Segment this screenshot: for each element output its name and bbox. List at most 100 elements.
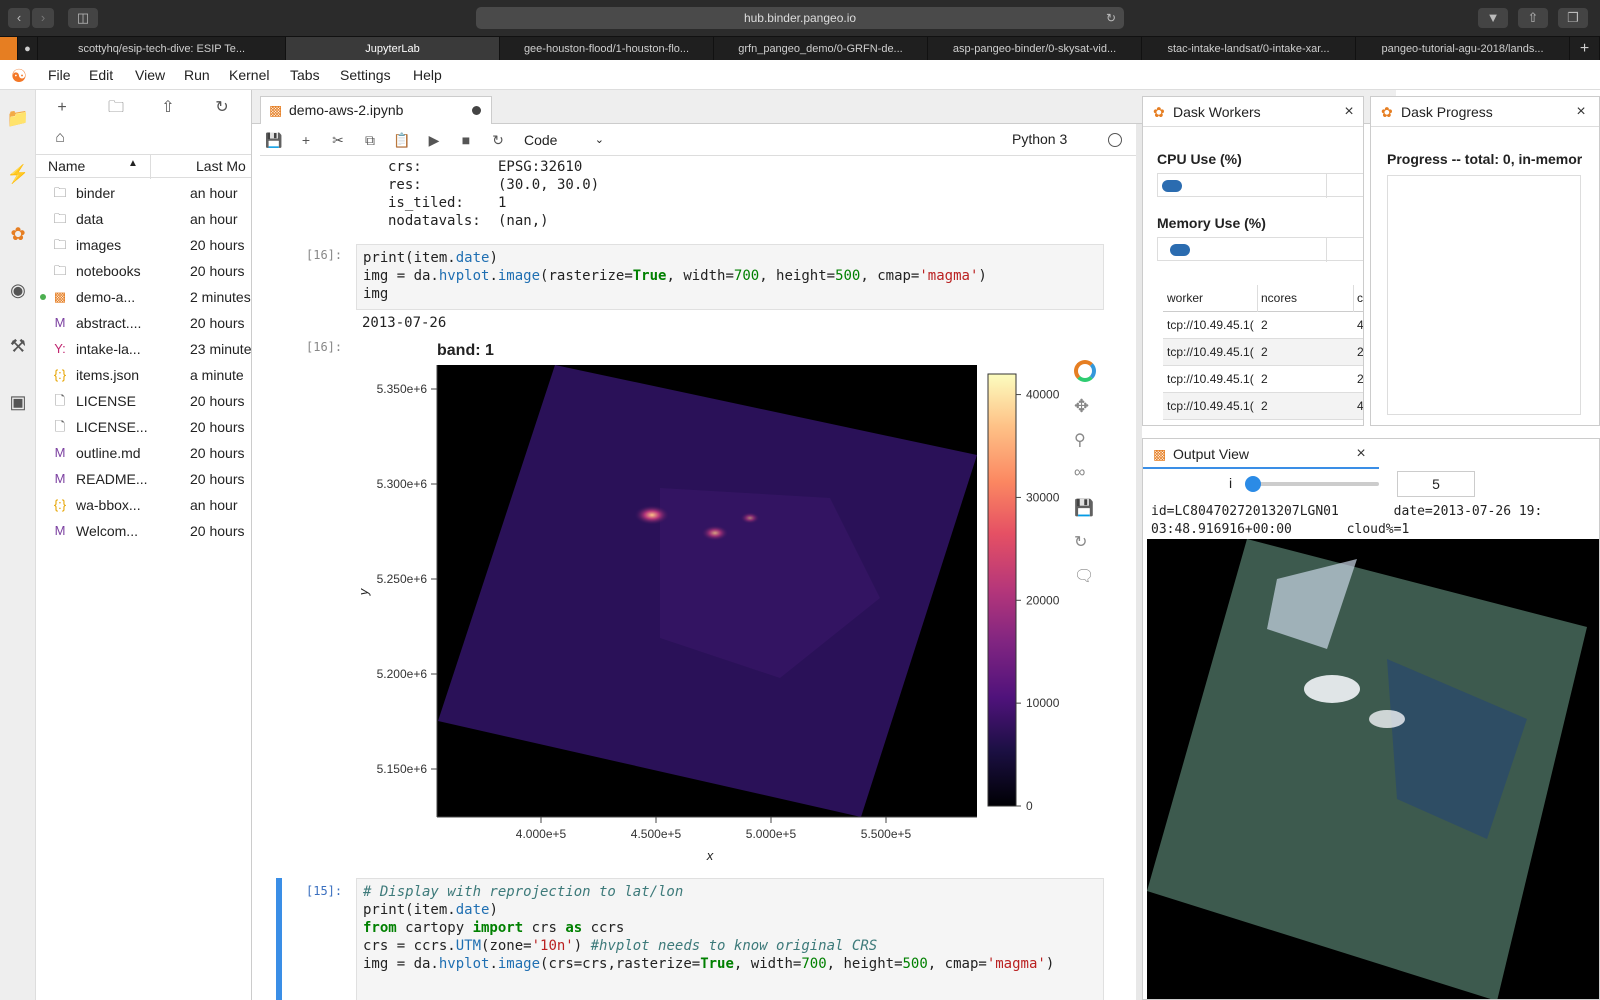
markdown-icon: M [54,445,66,460]
worker-row[interactable]: tcp://10.49.45.1(2 2 [1163,366,1363,393]
menu-view[interactable]: View [135,67,166,83]
share-icon[interactable]: ⇧ [1518,8,1548,28]
kernel-name[interactable]: Python 3 [1012,131,1068,147]
paste-icon[interactable]: 📋 [393,132,411,148]
column-name[interactable]: Name [48,158,86,174]
menu-settings[interactable]: Settings [340,67,391,83]
file-modified: 20 hours [190,419,245,435]
browser-tab[interactable]: scottyhq/esip-tech-dive: ESIP Te... [38,37,286,61]
bokeh-logo-icon[interactable] [1074,360,1096,382]
palette-icon[interactable]: ◉ [10,280,26,300]
browser-tab[interactable]: asp-pangeo-binder/0-skysat-vid... [928,37,1142,61]
menu-kernel[interactable]: Kernel [229,67,270,83]
hover-icon[interactable]: 🗨 [1074,568,1095,585]
worker-row[interactable]: tcp://10.49.45.1(2 2 [1163,339,1363,366]
home-icon[interactable]: ⌂ [55,129,65,146]
progress-area [1387,175,1581,415]
sort-ascending-icon[interactable]: ▲ [128,158,138,169]
file-row[interactable]: Y: intake-la... 23 minutes [36,336,251,362]
browser-tab[interactable]: gee-houston-flood/1-houston-flo... [500,37,714,61]
browser-tab[interactable]: pangeo-tutorial-agu-2018/lands... [1356,37,1570,61]
band-image-plot[interactable]: band: 1 5.350e+6 5.300e+6 5.250e+6 5.200e+6… [360,338,1100,878]
menu-tabs[interactable]: Tabs [290,67,320,83]
dask-workers-tab[interactable]: ✿ Dask Workers [1143,97,1363,127]
insert-cell-icon[interactable]: + [301,132,311,148]
running-icon[interactable]: ⚡ [6,164,30,184]
menu-run[interactable]: Run [184,67,210,83]
menu-edit[interactable]: Edit [89,67,114,83]
dask-icon[interactable]: ✿ [10,224,26,244]
close-icon[interactable]: × [1344,103,1354,120]
file-row[interactable]: M Welcom... 20 hours [36,518,251,544]
cut-icon[interactable]: ✂ [332,132,344,148]
browser-tab[interactable]: grfn_pangeo_demo/0-GRFN-de... [714,37,928,61]
browser-tab-active[interactable]: JupyterLab [286,37,500,61]
wheel-zoom-icon[interactable]: ∞ [1074,464,1086,481]
browser-tab[interactable]: stac-intake-landsat/0-intake-xar... [1142,37,1356,61]
colorbar-tick-label: 20000 [1026,593,1060,607]
dask-icon: ✿ [1381,104,1393,120]
menu-help[interactable]: Help [413,67,442,83]
panel-title: Dask Progress [1401,104,1493,120]
worker-row[interactable]: tcp://10.49.45.1(2 4 [1163,312,1363,339]
dask-progress-tab[interactable]: ✿ Dask Progress [1371,97,1599,127]
file-row[interactable]: 🗀 notebooks 20 hours [36,258,251,284]
pan-icon[interactable]: ✥ [1074,396,1090,416]
refresh-icon[interactable]: ↻ [215,99,229,116]
back-button[interactable]: ‹ [8,8,30,28]
plot-toolbar: ✥ ⚲ ∞ 💾 ↻ 🗨 [1070,360,1100,590]
box-zoom-icon[interactable]: ⚲ [1074,432,1086,449]
url-bar[interactable]: hub.binder.pangeo.io ↻ [476,7,1124,29]
code-cell-16[interactable]: print(item.date) img = da.hvplot.image(r… [356,244,1104,310]
menu-file[interactable]: File [48,67,71,83]
cell-type-select[interactable]: Code ⌄ [524,129,608,151]
sidebar-toggle-icon[interactable]: ◫ [68,8,98,28]
save-icon[interactable]: 💾 [265,132,283,148]
file-row[interactable]: ▩ demo-a... 2 minutes [36,284,251,310]
file-row[interactable]: {:} items.json a minute [36,362,251,388]
run-icon[interactable]: ▶ [428,132,440,148]
file-row[interactable]: 🗋 LICENSE... 20 hours [36,414,251,440]
slider-value-input[interactable]: 5 [1397,471,1475,497]
slider-thumb[interactable] [1245,476,1261,492]
tabs-overview-icon[interactable]: ❐ [1558,8,1588,28]
wrench-icon[interactable]: ⚒ [9,336,27,356]
stop-icon[interactable]: ■ [461,132,471,148]
upload-icon[interactable]: ⇧ [161,99,175,116]
new-folder-icon[interactable]: 🗀 [107,99,124,116]
close-icon[interactable]: × [1356,445,1366,462]
notebook-tab[interactable]: ▩ demo-aws-2.ipynb [260,96,492,124]
downloads-icon[interactable]: ▼ [1478,8,1508,28]
file-row[interactable]: M README... 20 hours [36,466,251,492]
save-icon[interactable]: 💾 [1074,500,1094,517]
reload-icon[interactable]: ↻ [1105,11,1116,25]
chevron-down-icon: ⌄ [594,134,604,146]
file-row[interactable]: {:} wa-bbox... an hour [36,492,251,518]
cpu-use-bar [1157,173,1363,198]
reset-icon[interactable]: ↻ [1074,534,1088,551]
slider-track[interactable] [1251,482,1379,486]
code-cell-15[interactable]: # Display with reprojection to lat/lon p… [356,878,1104,1000]
column-modified[interactable]: Last Mo [196,158,246,174]
tabs-icon[interactable]: ▣ [9,392,27,412]
folder-icon[interactable]: 📁 [6,108,30,128]
file-row[interactable]: 🗀 binder an hour [36,180,251,206]
new-launcher-icon[interactable]: + [57,99,67,116]
new-tab-button[interactable]: + [1570,37,1600,61]
forward-button[interactable]: › [32,8,54,28]
unsaved-dot-icon[interactable] [472,106,481,115]
restart-icon[interactable]: ↻ [492,132,504,148]
file-row[interactable]: 🗀 images 20 hours [36,232,251,258]
pinned-tab-icon[interactable] [0,37,18,61]
close-icon[interactable]: × [1576,103,1586,120]
file-row[interactable]: 🗀 data an hour [36,206,251,232]
file-row[interactable]: 🗋 LICENSE 20 hours [36,388,251,414]
output-view-tab[interactable]: ▩ Output View [1143,439,1379,469]
copy-icon[interactable]: ⧉ [365,132,375,148]
worker-row[interactable]: tcp://10.49.45.1(2 4 [1163,393,1363,420]
apple-tab-icon[interactable]: ● [18,37,38,61]
notebook-scrollbar[interactable] [1136,124,1142,1000]
landsat-rgb-image[interactable] [1147,539,1600,1000]
